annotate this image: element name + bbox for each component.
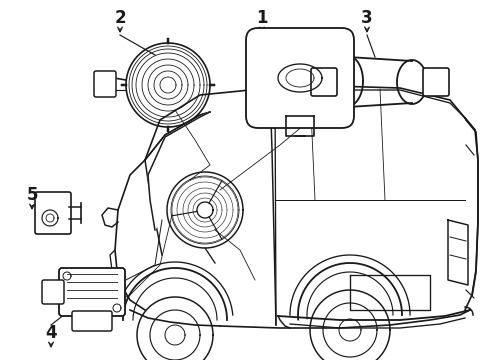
Text: 1: 1 (256, 9, 267, 27)
FancyBboxPatch shape (422, 68, 448, 96)
Polygon shape (347, 57, 411, 107)
Polygon shape (148, 113, 207, 230)
Text: 5: 5 (26, 186, 38, 204)
FancyBboxPatch shape (245, 28, 353, 128)
Polygon shape (314, 72, 332, 92)
Text: 4: 4 (45, 324, 57, 342)
FancyBboxPatch shape (42, 280, 64, 304)
FancyBboxPatch shape (59, 268, 125, 316)
FancyBboxPatch shape (310, 68, 336, 96)
FancyBboxPatch shape (35, 192, 71, 234)
Text: 3: 3 (361, 9, 372, 27)
FancyBboxPatch shape (72, 311, 112, 331)
Text: 2: 2 (114, 9, 125, 27)
FancyBboxPatch shape (94, 71, 116, 97)
